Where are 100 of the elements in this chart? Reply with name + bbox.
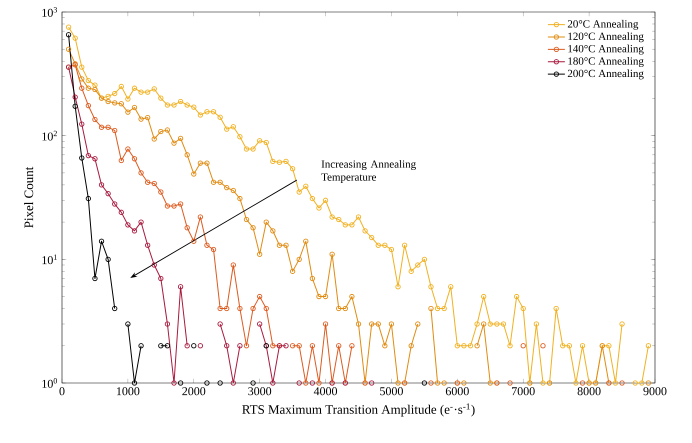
point — [118, 158, 124, 164]
point — [184, 225, 190, 230]
point — [184, 343, 190, 348]
point — [79, 86, 84, 91]
point — [112, 201, 118, 207]
y-tick-label: 10$^{1}$ — [42, 254, 57, 264]
point — [178, 284, 184, 290]
point — [138, 219, 144, 225]
point — [98, 182, 104, 188]
point — [507, 380, 513, 386]
point — [72, 94, 78, 100]
point — [171, 380, 177, 386]
x-tick-label: 4000 — [314, 387, 338, 396]
point — [112, 128, 118, 134]
point — [125, 321, 131, 327]
x-tick-label: 3000 — [248, 387, 272, 396]
point — [540, 343, 546, 348]
x-axis-title: RTS Maximum Transition Amplitude (e$^{-}$·s$^{-1}$) — [242, 403, 475, 416]
point — [322, 321, 328, 327]
point — [145, 242, 150, 248]
point — [198, 343, 204, 348]
point — [138, 170, 144, 176]
point — [336, 343, 342, 348]
point — [244, 343, 250, 348]
point — [98, 124, 104, 130]
point — [290, 343, 296, 348]
point — [210, 246, 216, 252]
point — [230, 380, 236, 386]
point — [257, 321, 262, 327]
point — [224, 306, 230, 312]
point — [191, 343, 196, 348]
point — [164, 203, 170, 209]
point — [204, 380, 210, 386]
x-tick-label: 9000 — [643, 387, 666, 396]
point — [270, 380, 276, 386]
point — [112, 306, 118, 312]
point — [132, 380, 138, 386]
point — [250, 306, 256, 312]
point — [316, 380, 322, 386]
point — [250, 380, 256, 386]
x-tick-label: 8000 — [578, 387, 601, 396]
legend-label: 140°C Annealing — [568, 44, 644, 55]
point — [178, 201, 184, 207]
point — [296, 380, 302, 386]
point — [270, 343, 276, 348]
x-tick-label: 2000 — [182, 387, 206, 396]
y-axis-title: Pixel Count — [24, 166, 34, 228]
point — [79, 121, 84, 127]
point — [86, 102, 91, 108]
point — [158, 189, 164, 195]
point — [310, 343, 316, 348]
legend-label: 20°C Annealing — [568, 20, 638, 30]
point — [86, 196, 91, 202]
point — [204, 242, 210, 248]
point — [118, 210, 124, 215]
point — [132, 228, 138, 234]
point — [98, 238, 104, 244]
point — [86, 152, 91, 158]
point — [369, 380, 374, 386]
point — [178, 380, 184, 386]
point — [92, 276, 98, 282]
legend-label: 200°C Annealing — [568, 69, 644, 80]
point — [164, 321, 170, 327]
point — [619, 380, 625, 386]
point — [198, 214, 204, 220]
point — [191, 238, 196, 244]
point — [152, 180, 157, 186]
point — [520, 343, 526, 348]
point — [105, 190, 111, 196]
point — [428, 380, 434, 386]
y-tick-label: 10$^{3}$ — [42, 7, 58, 17]
point — [264, 306, 269, 312]
point — [79, 155, 84, 161]
y-tick-label: 10$^{2}$ — [42, 130, 57, 141]
point — [105, 124, 111, 130]
point — [257, 294, 262, 300]
point — [145, 180, 150, 185]
point — [230, 262, 236, 268]
point — [125, 222, 131, 228]
point — [422, 380, 428, 386]
point — [138, 343, 144, 348]
point — [125, 146, 131, 152]
legend-label: 120°C Annealing — [568, 32, 644, 42]
point — [237, 306, 243, 312]
point — [310, 380, 316, 386]
point — [92, 156, 98, 162]
point — [92, 116, 98, 122]
annotation: Increasing Annealing Temperature — [321, 160, 416, 183]
point — [296, 343, 302, 348]
point — [152, 262, 157, 268]
point — [171, 203, 177, 209]
point — [237, 343, 243, 348]
legend-label: 180°C Annealing — [568, 57, 644, 68]
x-tick-label: 1000 — [116, 387, 140, 396]
point — [158, 343, 164, 348]
point — [217, 321, 223, 327]
point — [217, 380, 223, 386]
x-tick-label: 0 — [59, 387, 65, 396]
point — [158, 276, 164, 282]
point — [105, 256, 111, 262]
